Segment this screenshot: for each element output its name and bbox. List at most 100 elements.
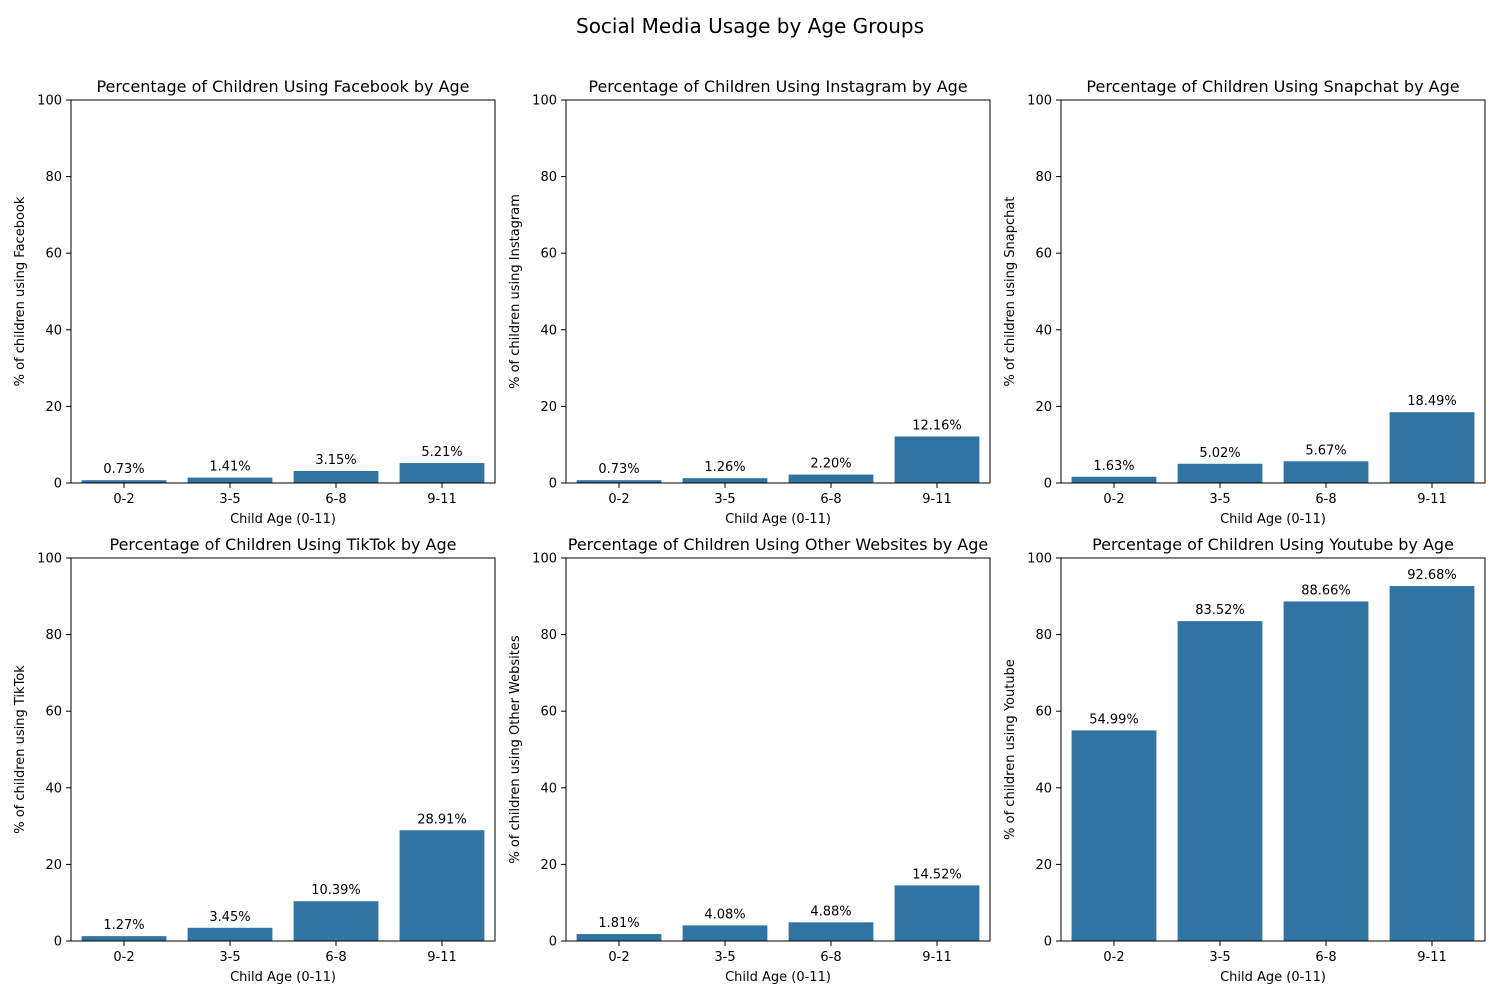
- plot-frame: [565, 557, 991, 942]
- data-label: 3.15%: [315, 453, 356, 468]
- data-label: 83.52%: [1195, 603, 1245, 618]
- x-axis-label: Child Age (0-11): [1220, 512, 1326, 527]
- y-axis-label: % of children using TikTok: [13, 665, 28, 834]
- data-label: 14.52%: [912, 867, 962, 882]
- data-label: 4.88%: [810, 904, 851, 919]
- data-label: 10.39%: [311, 883, 361, 898]
- data-label: 0.73%: [598, 462, 639, 477]
- bar-9-11: [399, 463, 485, 483]
- x-tick-label: 0-2: [608, 950, 629, 965]
- bar-6-8: [1283, 461, 1369, 483]
- y-tick-label: 100: [1027, 552, 1052, 567]
- y-tick-label: 60: [540, 705, 557, 720]
- data-label: 54.99%: [1089, 712, 1139, 727]
- x-tick-label: 6-8: [820, 492, 841, 507]
- y-axis-label: % of children using Instagram: [508, 194, 523, 389]
- chart-title: Percentage of Children Using TikTok by A…: [110, 535, 457, 554]
- y-tick-label: 40: [540, 781, 557, 796]
- data-label: 12.16%: [912, 418, 962, 433]
- y-tick-label: 40: [1035, 323, 1052, 338]
- x-tick-label: 3-5: [1209, 950, 1230, 965]
- y-axis-label: % of children using Other Websites: [508, 635, 523, 864]
- x-tick-label: 3-5: [1209, 492, 1230, 507]
- data-label: 2.20%: [810, 457, 851, 472]
- y-tick-label: 80: [45, 170, 62, 185]
- bar-0-2: [1071, 730, 1157, 941]
- x-axis-label: Child Age (0-11): [725, 512, 831, 527]
- bar-6-8: [788, 474, 874, 483]
- data-label: 4.08%: [704, 907, 745, 922]
- x-tick-label: 6-8: [325, 950, 346, 965]
- x-tick-label: 3-5: [219, 492, 240, 507]
- x-tick-label: 9-11: [427, 492, 457, 507]
- plot-frame: [1060, 557, 1486, 942]
- y-tick-label: 20: [45, 400, 62, 415]
- y-tick-label: 20: [540, 858, 557, 873]
- y-tick-label: 100: [532, 94, 557, 109]
- y-tick-label: 40: [45, 781, 62, 796]
- bar-0-2: [576, 480, 662, 483]
- data-label: 28.91%: [417, 812, 467, 827]
- data-label: 1.41%: [209, 460, 250, 475]
- y-tick-label: 40: [540, 323, 557, 338]
- x-tick-label: 0-2: [113, 492, 134, 507]
- y-tick-label: 20: [1035, 400, 1052, 415]
- bar-9-11: [1389, 412, 1475, 483]
- y-tick-label: 80: [540, 170, 557, 185]
- x-tick-label: 3-5: [714, 950, 735, 965]
- x-tick-label: 9-11: [1417, 950, 1447, 965]
- data-label: 5.67%: [1305, 443, 1346, 458]
- x-tick-label: 0-2: [608, 492, 629, 507]
- chart-panel-2: Percentage of Children Using Snapchat by…: [1003, 77, 1486, 527]
- bar-3-5: [187, 927, 273, 941]
- bar-6-8: [293, 470, 379, 483]
- y-tick-label: 60: [45, 247, 62, 262]
- plot-frame: [70, 557, 496, 942]
- bar-0-2: [1071, 476, 1157, 483]
- x-tick-label: 9-11: [922, 950, 952, 965]
- x-tick-label: 9-11: [922, 492, 952, 507]
- bar-3-5: [1177, 621, 1263, 941]
- x-tick-label: 6-8: [820, 950, 841, 965]
- bar-6-8: [293, 901, 379, 941]
- x-tick-label: 3-5: [219, 950, 240, 965]
- y-tick-label: 80: [45, 628, 62, 643]
- x-tick-label: 6-8: [325, 492, 346, 507]
- data-label: 18.49%: [1407, 394, 1457, 409]
- y-tick-label: 100: [1027, 94, 1052, 109]
- chart-title: Percentage of Children Using Other Websi…: [568, 535, 989, 554]
- x-tick-label: 9-11: [427, 950, 457, 965]
- x-tick-label: 0-2: [1103, 950, 1124, 965]
- chart-panel-0: Percentage of Children Using Facebook by…: [13, 77, 496, 527]
- y-tick-label: 40: [45, 323, 62, 338]
- plot-frame: [565, 99, 991, 484]
- data-label: 3.45%: [209, 910, 250, 925]
- x-axis-label: Child Age (0-11): [230, 970, 336, 985]
- y-tick-label: 0: [1044, 477, 1052, 492]
- bar-9-11: [1389, 586, 1475, 941]
- figure-title: Social Media Usage by Age Groups: [576, 14, 924, 38]
- y-tick-label: 40: [1035, 781, 1052, 796]
- bar-9-11: [399, 830, 485, 941]
- bar-9-11: [894, 436, 980, 483]
- bar-0-2: [81, 480, 167, 483]
- y-axis-label: % of children using Facebook: [13, 196, 28, 386]
- y-tick-label: 20: [540, 400, 557, 415]
- y-tick-label: 60: [45, 705, 62, 720]
- data-label: 0.73%: [103, 462, 144, 477]
- x-tick-label: 6-8: [1315, 492, 1336, 507]
- bar-6-8: [788, 922, 874, 941]
- chart-panel-3: Percentage of Children Using TikTok by A…: [13, 535, 496, 985]
- bar-3-5: [682, 925, 768, 941]
- chart-panel-1: Percentage of Children Using Instagram b…: [508, 77, 991, 527]
- chart-panel-4: Percentage of Children Using Other Websi…: [508, 535, 991, 985]
- y-tick-label: 0: [54, 935, 62, 950]
- bar-0-2: [576, 934, 662, 941]
- y-tick-label: 60: [540, 247, 557, 262]
- y-tick-label: 80: [540, 628, 557, 643]
- y-tick-label: 80: [1035, 170, 1052, 185]
- y-tick-label: 20: [1035, 858, 1052, 873]
- chart-panel-5: Percentage of Children Using Youtube by …: [1003, 535, 1486, 985]
- bar-6-8: [1283, 601, 1369, 941]
- data-label: 1.26%: [704, 460, 745, 475]
